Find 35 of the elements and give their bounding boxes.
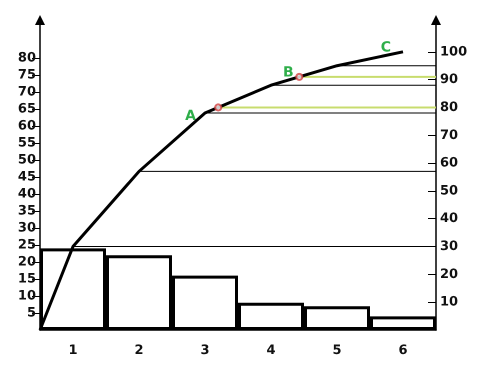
y-tick-label: 75: [18, 68, 36, 82]
y-tick-label: 55: [18, 136, 36, 150]
y-tick-label: 60: [18, 118, 36, 134]
y-tick-label: 50: [18, 152, 36, 168]
y-tick-label: 10: [18, 288, 36, 304]
y-tick-label: 65: [18, 102, 36, 116]
y2-tick-label: 90: [440, 72, 458, 88]
annotation: B: [282, 64, 294, 81]
x-tick-label: 6: [398, 343, 408, 358]
y-tick-label: 80: [18, 50, 36, 66]
y2-tick-label: 40: [440, 211, 458, 226]
x-tick-label: 3: [200, 343, 210, 358]
y2-tick-label: 100: [440, 44, 468, 60]
y2-tick-label: 30: [440, 239, 458, 254]
annotation: A: [185, 108, 196, 124]
x-tick-label: 4: [266, 343, 276, 358]
y2-tick-label: 80: [440, 100, 458, 115]
y-tick-label: 5: [26, 306, 36, 320]
x-tick-label: 2: [134, 343, 144, 358]
y2-tick-label: 70: [440, 128, 458, 143]
y2-tick-label: 60: [440, 156, 458, 171]
y2-tick-label: 10: [440, 294, 458, 310]
y-tick-label: 45: [18, 170, 36, 184]
y-tick-label: 30: [18, 220, 36, 236]
y-tick-label: 40: [18, 186, 36, 202]
y-tick-label: 35: [18, 204, 36, 218]
y-tick-label: 25: [18, 238, 36, 252]
annotation: C: [380, 39, 392, 56]
x-tick-label: 5: [332, 343, 342, 358]
y2-tick-label: 20: [440, 266, 458, 282]
y-tick-label: 15: [18, 272, 36, 286]
y2-tick-label: 50: [440, 183, 458, 198]
x-tick-label: 1: [68, 343, 78, 358]
y-tick-label: 20: [18, 254, 36, 270]
y-tick-label: 70: [18, 84, 36, 100]
